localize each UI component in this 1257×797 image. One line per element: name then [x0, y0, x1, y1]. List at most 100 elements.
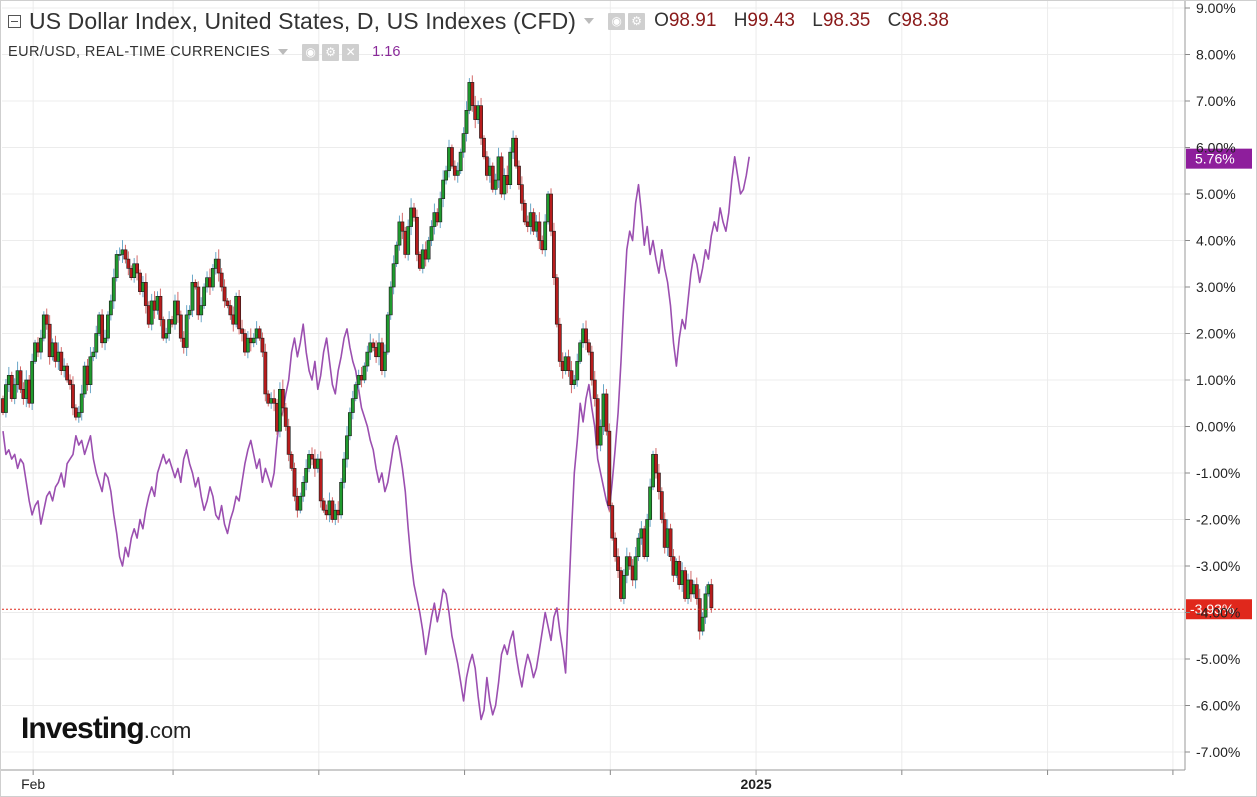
candle-up — [543, 214, 548, 257]
candle-body — [199, 305, 204, 316]
eurusd-line-layer — [2, 156, 750, 721]
candle-up — [388, 281, 393, 320]
candle-body — [438, 198, 443, 223]
y-tick-label: 1.00% — [1196, 372, 1236, 388]
candle-body — [450, 147, 454, 167]
candle-body — [301, 481, 306, 497]
visibility-eye-icon[interactable]: ◉ — [302, 43, 320, 61]
y-tick-label: 5.00% — [1196, 186, 1236, 202]
y-tick-label: 2.00% — [1196, 326, 1236, 342]
candle-up — [41, 311, 46, 342]
chevron-down-icon[interactable] — [584, 18, 595, 24]
candle-body — [543, 221, 548, 251]
candle-body — [365, 351, 370, 367]
candle-down — [668, 523, 673, 562]
candle-body — [479, 105, 483, 139]
candle-up — [298, 492, 303, 514]
candle-body — [123, 249, 128, 260]
candle-up — [187, 305, 192, 320]
candle-body — [342, 458, 346, 483]
candle-up — [350, 390, 355, 420]
close-icon[interactable]: ✕ — [342, 43, 360, 61]
candle-body — [106, 314, 110, 339]
candle-up — [362, 362, 367, 384]
candle-body — [41, 314, 46, 339]
candle-down — [286, 418, 291, 462]
high-key: H — [733, 10, 748, 31]
candle-body — [633, 556, 638, 581]
candle-body — [394, 244, 399, 265]
investing-logo: Investing.com — [21, 712, 191, 746]
candle-body — [310, 454, 314, 460]
candle-up — [106, 311, 110, 342]
candle-body — [610, 505, 615, 539]
candle-body — [426, 240, 431, 260]
candle-down — [272, 389, 276, 412]
main-series-legend: US Dollar Index, United States, D, US In… — [8, 6, 961, 36]
candle-down — [607, 423, 612, 513]
candle-body — [103, 337, 107, 344]
comparison-series-value: 1.16 — [372, 44, 401, 60]
candle-down — [656, 463, 661, 500]
chevron-down-icon[interactable] — [278, 49, 289, 55]
candle-down — [412, 202, 416, 222]
candle-body — [4, 384, 8, 413]
candle-down — [552, 222, 556, 286]
candle-body — [566, 356, 571, 371]
candle-down — [135, 255, 139, 281]
candle-up — [202, 283, 207, 309]
visibility-eye-icon[interactable]: ◉ — [608, 12, 626, 30]
candle-down — [143, 273, 148, 314]
candle-down — [100, 309, 105, 348]
candle-down — [47, 315, 52, 365]
collapse-legend-icon[interactable] — [8, 14, 21, 28]
candle-down — [554, 274, 559, 328]
candle-body — [280, 388, 285, 409]
candle-body — [703, 593, 708, 618]
open-key: O — [654, 10, 669, 31]
candle-body — [464, 110, 469, 134]
candle-body — [587, 342, 591, 353]
y-tick-label: -4.00% — [1196, 605, 1240, 621]
candle-body — [572, 379, 577, 385]
candle-body — [382, 351, 387, 372]
candle-down — [566, 349, 571, 377]
candle-body — [362, 365, 367, 381]
candle-body — [444, 170, 448, 181]
candle-body — [412, 207, 416, 218]
candle-up — [38, 329, 43, 360]
candle-down — [589, 345, 594, 386]
candle-body — [100, 314, 105, 344]
candle-body — [318, 458, 323, 502]
candle-down — [321, 497, 326, 513]
candle-body — [578, 342, 583, 362]
candle-body — [415, 216, 419, 255]
candle-up — [111, 268, 116, 309]
comparison-series-title[interactable]: EUR/USD, REAL-TIME CURRENCIES — [8, 44, 271, 60]
settings-gear-icon[interactable]: ⚙ — [322, 43, 340, 61]
candle-up — [578, 339, 583, 365]
candle-down — [592, 370, 597, 407]
candle-up — [429, 220, 434, 247]
candle-down — [557, 317, 562, 367]
candle-down — [65, 363, 70, 383]
candle-body — [237, 295, 242, 330]
candle-body — [272, 398, 276, 404]
candle-up — [572, 374, 577, 390]
candle-body — [164, 333, 169, 339]
main-series-title[interactable]: US Dollar Index, United States, D, US In… — [29, 7, 577, 34]
y-tick-label: 3.00% — [1196, 279, 1236, 295]
candle-body — [339, 481, 344, 516]
candle-up — [461, 127, 466, 158]
candle-body — [458, 151, 463, 172]
candle-body — [470, 82, 475, 106]
candle-body — [298, 495, 303, 511]
candle-body — [595, 398, 600, 446]
candle-up — [508, 147, 513, 190]
candle-body — [91, 351, 96, 358]
candle-up — [441, 170, 446, 208]
candle-up — [645, 513, 650, 562]
candle-body — [38, 337, 43, 353]
settings-gear-icon[interactable]: ⚙ — [628, 12, 646, 30]
